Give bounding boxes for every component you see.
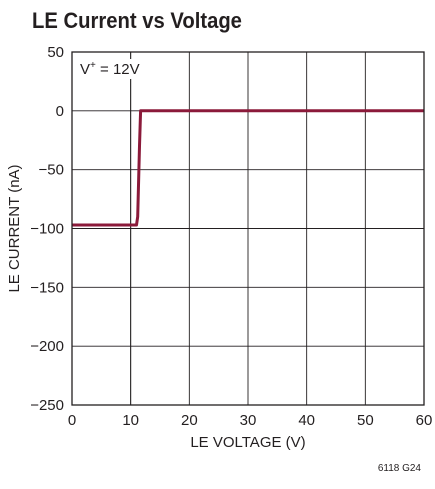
- x-tick-label: 10: [122, 412, 139, 429]
- series-line: [72, 109, 424, 227]
- x-axis-label: LE VOLTAGE (V): [190, 434, 305, 451]
- x-tick-label: 50: [357, 412, 374, 429]
- x-tick-label: 30: [240, 412, 257, 429]
- figure-code: 6118 G24: [377, 463, 421, 474]
- x-tick-label: 20: [181, 412, 198, 429]
- y-tick-label: −150: [30, 279, 64, 296]
- y-tick-label: −50: [39, 162, 64, 179]
- annotation-label: V+ = 12V: [80, 60, 140, 78]
- grid: [72, 52, 424, 405]
- y-tick-label: −250: [30, 397, 64, 414]
- plot-frame: [71, 51, 425, 406]
- y-tick-label: 50: [47, 44, 64, 61]
- y-tick-label: 0: [56, 103, 64, 120]
- y-axis-label: LE CURRENT (nA): [6, 164, 23, 292]
- chart-title: LE Current vs Voltage: [32, 8, 242, 33]
- y-tick-label: −100: [30, 221, 64, 238]
- y-tick-label: −200: [30, 338, 64, 355]
- annotation-background: [77, 59, 143, 79]
- tick-labels: 0 10 20 30 40 50 60 50 0 −50 −100 −150 −200 −250: [30, 44, 432, 429]
- x-tick-label: 0: [68, 412, 76, 429]
- x-tick-label: 40: [298, 412, 315, 429]
- x-tick-label: 60: [416, 412, 433, 429]
- series-group: [72, 109, 424, 227]
